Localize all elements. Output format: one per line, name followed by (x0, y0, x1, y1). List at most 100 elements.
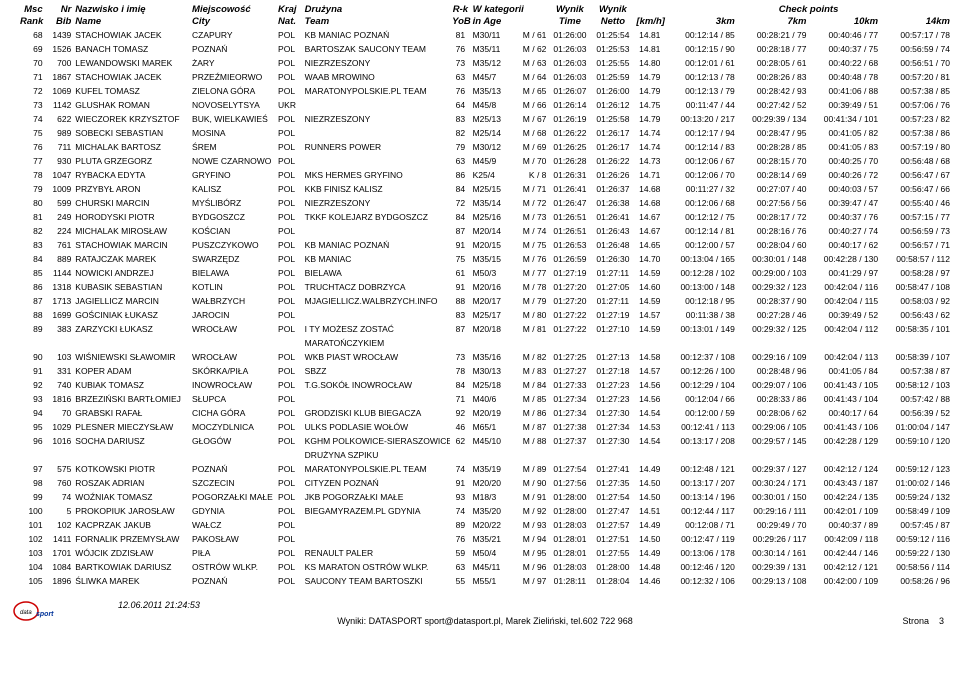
cell-c3: 00:13:01 / 149 (665, 322, 737, 336)
cell-msc: 74 (18, 112, 45, 126)
cell-team: BIELAWA (303, 266, 450, 280)
cell-yob: 72 (450, 196, 470, 210)
cell-c14: 00:56:57 / 71 (880, 238, 952, 252)
cell-cat: M45/7 (471, 70, 512, 84)
cell-kmh: 14.65 (634, 238, 665, 252)
cell-nat: POL (276, 392, 303, 406)
cell-c14: 00:59:24 / 132 (880, 490, 952, 504)
table-row: 731142GLUSHAK ROMANNOVOSELYTSYAUKR64M45/… (18, 98, 952, 112)
cell-netto: 01:26:17 (591, 126, 634, 140)
cell-kmh: 14.56 (634, 392, 665, 406)
cell-time: 01:28:00 (548, 490, 591, 504)
cell-cat: M30/12 (471, 140, 512, 154)
cell-yob: 64 (450, 98, 470, 112)
cell-cat: M20/19 (471, 406, 512, 420)
cell-catrank: M / 62 (512, 42, 549, 56)
cell-nat: POL (276, 560, 303, 574)
cell-city: PIŁA (190, 546, 276, 560)
cell-city: MOCZYDLNICA (190, 420, 276, 434)
cell-team: KS MARATON OSTRÓW WLKP. (303, 560, 450, 574)
cell-bib: 1439 (45, 28, 74, 42)
cell-nat: POL (276, 406, 303, 420)
cell-c10: 00:42:28 / 130 (808, 252, 880, 266)
cell-kmh: 14.54 (634, 434, 665, 448)
cell-catrank: M / 74 (512, 224, 549, 238)
cell-c3: 00:12:26 / 100 (665, 364, 737, 378)
cell-netto: 01:27:18 (591, 364, 634, 378)
cell-time: 01:26:22 (548, 126, 591, 140)
table-row: 70700LEWANDOWSKI MAREKŻARYPOLNIEZRZESZON… (18, 56, 952, 70)
cell-c7: 00:28:04 / 60 (737, 238, 809, 252)
cell-team: T.G.SOKÓŁ INOWROCŁAW (303, 378, 450, 392)
cell-nat: POL (276, 112, 303, 126)
cell-city: KOTLIN (190, 280, 276, 294)
cell-cat: M25/14 (471, 126, 512, 140)
col-miejscowosc: Miejscowość (190, 4, 276, 16)
cell-nat: POL (276, 378, 303, 392)
cell-cat: M30/11 (471, 28, 512, 42)
cell-netto: 01:27:30 (591, 434, 634, 448)
cell-catrank: M / 86 (512, 406, 549, 420)
cell-msc: 101 (18, 518, 45, 532)
cell-time: 01:27:19 (548, 266, 591, 280)
cell-netto: 01:27:51 (591, 532, 634, 546)
cell-yob: 55 (450, 574, 470, 588)
cell-bib: 74 (45, 490, 74, 504)
cell-nat: POL (276, 504, 303, 518)
cell-c10: 00:40:17 / 64 (808, 406, 880, 420)
cell-time: 01:27:38 (548, 420, 591, 434)
cell-c14: 00:57:15 / 77 (880, 210, 952, 224)
cell-c3: 00:12:41 / 113 (665, 420, 737, 434)
cell-name: STACHOWIAK MARCIN (73, 238, 190, 252)
cell-msc: 91 (18, 364, 45, 378)
cell-nat: POL (276, 322, 303, 336)
cell-nat: POL (276, 266, 303, 280)
cell-bib: 1816 (45, 392, 74, 406)
cell-c10: 00:40:48 / 78 (808, 70, 880, 84)
cell-c14: 01:00:04 / 147 (880, 420, 952, 434)
cell-nat: POL (276, 462, 303, 476)
table-row-team-cont: MARATOŃCZYKIEM (18, 336, 952, 350)
cell-c7: 00:28:16 / 76 (737, 224, 809, 238)
cell-c3: 00:12:14 / 83 (665, 140, 737, 154)
cell-c14: 00:57:19 / 80 (880, 140, 952, 154)
cell-cat: K25/4 (471, 168, 512, 182)
cell-cat: M20/18 (471, 322, 512, 336)
cell-name: FORNALIK PRZEMYSŁAW (73, 532, 190, 546)
cell-city: BUK, WIELKAWIEŚ (190, 112, 276, 126)
cell-kmh: 14.49 (634, 518, 665, 532)
cell-netto: 01:27:11 (591, 294, 634, 308)
cell-yob: 63 (450, 560, 470, 574)
cell-c10: 00:39:49 / 52 (808, 308, 880, 322)
cell-time: 01:27:20 (548, 294, 591, 308)
cell-c14: 01:00:02 / 146 (880, 476, 952, 490)
cell-team: WAAB MROWINO (303, 70, 450, 84)
cell-nat: POL (276, 364, 303, 378)
cell-c7: 00:28:48 / 96 (737, 364, 809, 378)
cell-cat: M35/13 (471, 84, 512, 98)
cell-catrank: M / 83 (512, 364, 549, 378)
cell-cat: M45/9 (471, 154, 512, 168)
footer-page: Strona 3 (902, 616, 944, 626)
cell-c7: 00:27:28 / 46 (737, 308, 809, 322)
col-name: Name (73, 16, 190, 28)
cell-c7: 00:29:39 / 134 (737, 112, 809, 126)
cell-city: ŚREM (190, 140, 276, 154)
cell-kmh: 14.57 (634, 364, 665, 378)
cell-c7: 00:29:57 / 145 (737, 434, 809, 448)
cell-c14: 00:58:12 / 103 (880, 378, 952, 392)
cell-cat: M20/14 (471, 224, 512, 238)
cell-bib: 930 (45, 154, 74, 168)
cell-c7: 00:28:28 / 85 (737, 140, 809, 154)
cell-netto: 01:27:05 (591, 280, 634, 294)
cell-time: 01:28:11 (548, 574, 591, 588)
cell-netto: 01:27:55 (591, 546, 634, 560)
cell-catrank: M / 66 (512, 98, 549, 112)
cell-cat: M35/15 (471, 252, 512, 266)
cell-c14: 00:57:38 / 87 (880, 364, 952, 378)
cell-team: TRUCHTACZ DOBRZYCA (303, 280, 450, 294)
cell-yob: 92 (450, 406, 470, 420)
cell-nat: POL (276, 42, 303, 56)
cell-netto: 01:26:38 (591, 196, 634, 210)
cell-catrank: M / 87 (512, 420, 549, 434)
